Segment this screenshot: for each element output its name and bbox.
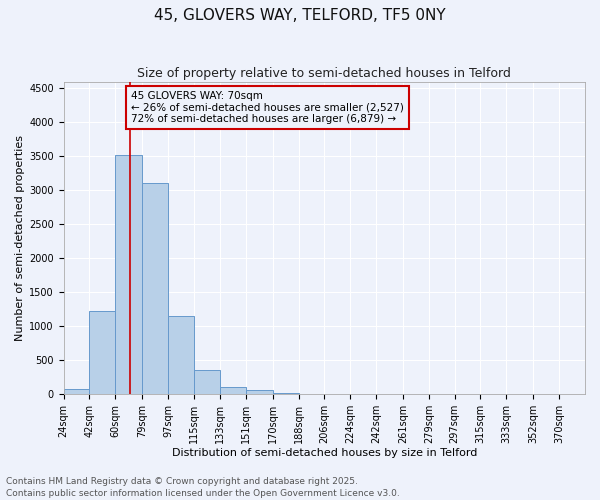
Bar <box>142 183 168 394</box>
Bar <box>220 388 245 394</box>
Bar <box>64 389 89 394</box>
Bar <box>194 370 220 394</box>
Bar <box>89 312 115 394</box>
Text: Contains HM Land Registry data © Crown copyright and database right 2025.
Contai: Contains HM Land Registry data © Crown c… <box>6 476 400 498</box>
Bar <box>245 390 273 394</box>
Bar <box>168 316 194 394</box>
Bar <box>273 393 299 394</box>
Bar <box>115 155 142 394</box>
Text: 45, GLOVERS WAY, TELFORD, TF5 0NY: 45, GLOVERS WAY, TELFORD, TF5 0NY <box>154 8 446 22</box>
Title: Size of property relative to semi-detached houses in Telford: Size of property relative to semi-detach… <box>137 68 511 80</box>
Text: 45 GLOVERS WAY: 70sqm
← 26% of semi-detached houses are smaller (2,527)
72% of s: 45 GLOVERS WAY: 70sqm ← 26% of semi-deta… <box>131 91 404 124</box>
X-axis label: Distribution of semi-detached houses by size in Telford: Distribution of semi-detached houses by … <box>172 448 477 458</box>
Y-axis label: Number of semi-detached properties: Number of semi-detached properties <box>15 135 25 341</box>
